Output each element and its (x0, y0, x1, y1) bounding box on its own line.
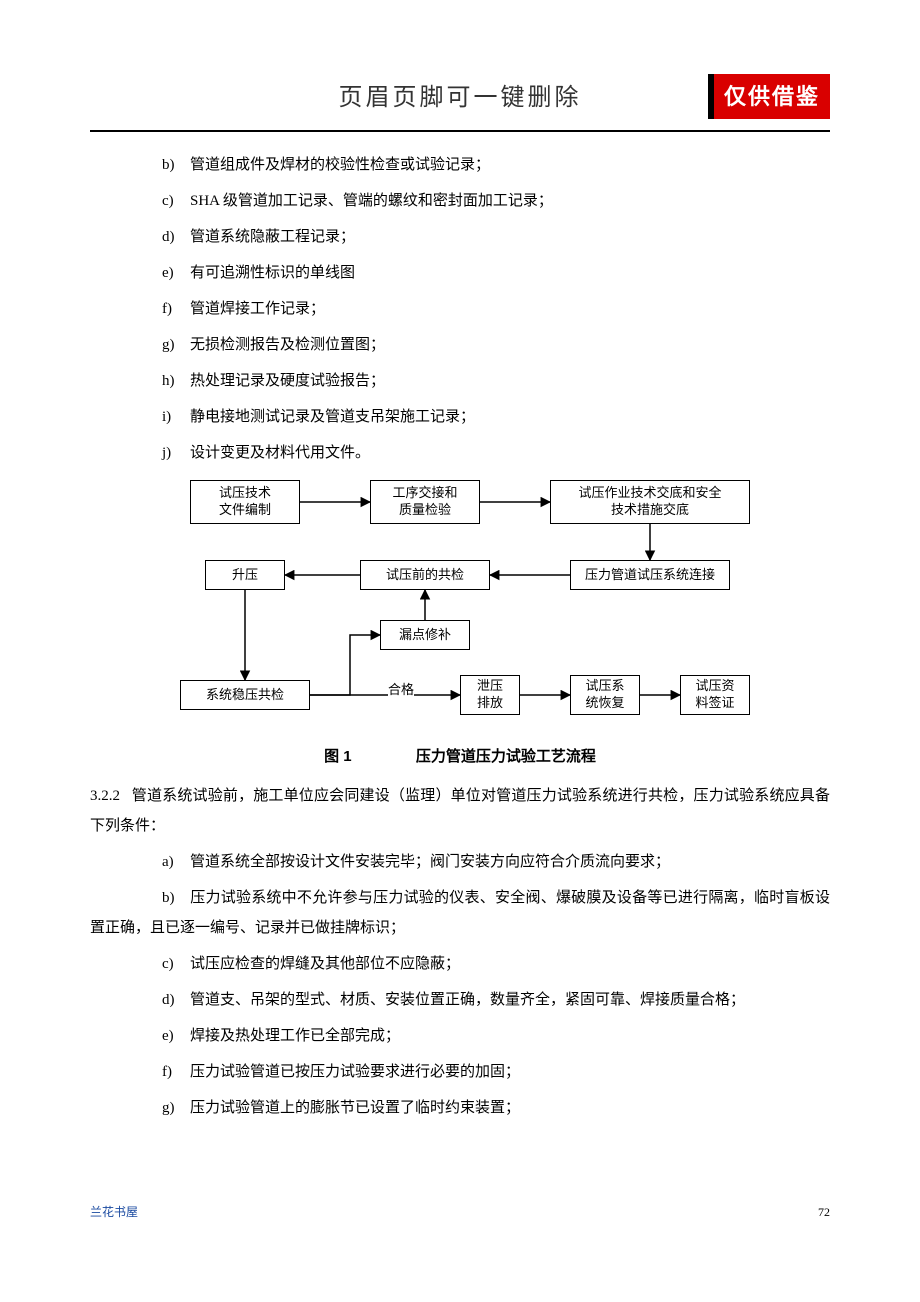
list-item: j)设计变更及材料代用文件。 (162, 438, 830, 468)
flowchart-node: 试压作业技术交底和安全技术措施交底 (550, 480, 750, 524)
list-item: i)静电接地测试记录及管道支吊架施工记录； (162, 402, 830, 432)
list-item: e)焊接及热处理工作已全部完成； (90, 1021, 830, 1051)
list-text: 管道组成件及焊材的校验性检查或试验记录； (190, 157, 490, 173)
list-marker: d) (162, 985, 190, 1015)
list-text: 焊接及热处理工作已全部完成； (190, 1028, 400, 1044)
list-text: 无损检测报告及检测位置图； (190, 337, 385, 353)
list-text: 试压应检查的焊缝及其他部位不应隐蔽； (190, 956, 460, 972)
list-item: f)管道焊接工作记录； (162, 294, 830, 324)
list-marker: b) (162, 150, 190, 180)
list-marker: j) (162, 438, 190, 468)
list-text: 有可追溯性标识的单线图 (190, 265, 355, 281)
footer-left: 兰花书屋 (90, 1203, 138, 1221)
list-item: e)有可追溯性标识的单线图 (162, 258, 830, 288)
list-marker: e) (162, 258, 190, 288)
list-text: 管道系统全部按设计文件安装完毕；阀门安装方向应符合介质流向要求； (190, 854, 670, 870)
list-item: b)管道组成件及焊材的校验性检查或试验记录； (162, 150, 830, 180)
flowchart-node: 试压系统恢复 (570, 675, 640, 715)
flowchart-node: 试压前的共检 (360, 560, 490, 590)
flowchart-node: 泄压排放 (460, 675, 520, 715)
list-item: g)无损检测报告及检测位置图； (162, 330, 830, 360)
list-text: 管道支、吊架的型式、材质、安装位置正确，数量齐全，紧固可靠、焊接质量合格； (190, 992, 745, 1008)
flowchart-edge-label: 合格 (388, 680, 414, 700)
list-text: 压力试验管道上的膨胀节已设置了临时约束装置； (190, 1100, 520, 1116)
flowchart-node: 压力管道试压系统连接 (570, 560, 730, 590)
list-marker: a) (162, 847, 190, 877)
list-item: d)管道系统隐蔽工程记录； (162, 222, 830, 252)
header-badge: 仅供借鉴 (708, 74, 830, 119)
caption-number: 图 1 (324, 746, 352, 769)
header-rule (90, 130, 830, 132)
caption-text: 压力管道压力试验工艺流程 (416, 748, 596, 765)
flowchart-node: 升压 (205, 560, 285, 590)
list-marker: f) (162, 294, 190, 324)
flowchart-node: 系统稳压共检 (180, 680, 310, 710)
list-text: 压力试验系统中不允许参与压力试验的仪表、安全阀、爆破膜及设备等已进行隔离，临时盲… (90, 890, 830, 936)
list-marker: b) (162, 883, 190, 913)
section-number: 3.2.2 (90, 788, 120, 804)
list-item: b)压力试验系统中不允许参与压力试验的仪表、安全阀、爆破膜及设备等已进行隔离，临… (90, 883, 830, 943)
top-list: b)管道组成件及焊材的校验性检查或试验记录；c)SHA 级管道加工记录、管端的螺… (90, 150, 830, 468)
list-marker: c) (162, 186, 190, 216)
section-lead-text: 管道系统试验前，施工单位应会同建设（监理）单位对管道压力试验系统进行共检，压力试… (90, 788, 830, 834)
flowchart: 试压技术文件编制 工序交接和质量检验 试压作业技术交底和安全技术措施交底升压 试压前的… (150, 480, 770, 740)
page-header: 页眉页脚可一键删除 仅供借鉴 (90, 80, 830, 122)
section-lead: 3.2.2 管道系统试验前，施工单位应会同建设（监理）单位对管道压力试验系统进行… (90, 781, 830, 841)
list-marker: f) (162, 1057, 190, 1087)
flowchart-node: 漏点修补 (380, 620, 470, 650)
footer-page-number: 72 (818, 1203, 830, 1221)
list-marker: g) (162, 1093, 190, 1123)
list-item: g)压力试验管道上的膨胀节已设置了临时约束装置； (90, 1093, 830, 1123)
flowchart-edge (310, 635, 380, 695)
list-text: 管道焊接工作记录； (190, 301, 325, 317)
list-item: a)管道系统全部按设计文件安装完毕；阀门安装方向应符合介质流向要求； (90, 847, 830, 877)
list-item: c)试压应检查的焊缝及其他部位不应隐蔽； (90, 949, 830, 979)
list-item: c)SHA 级管道加工记录、管端的螺纹和密封面加工记录； (162, 186, 830, 216)
list-marker: e) (162, 1021, 190, 1051)
figure-caption: 图 1 压力管道压力试验工艺流程 (90, 746, 830, 769)
list-item: f)压力试验管道已按压力试验要求进行必要的加固； (90, 1057, 830, 1087)
list-text: 设计变更及材料代用文件。 (190, 445, 370, 461)
page-footer: 兰花书屋 72 (90, 1203, 830, 1221)
list-item: h)热处理记录及硬度试验报告； (162, 366, 830, 396)
list-text: 热处理记录及硬度试验报告； (190, 373, 385, 389)
section-list: a)管道系统全部按设计文件安装完毕；阀门安装方向应符合介质流向要求；b)压力试验… (90, 847, 830, 1123)
list-marker: d) (162, 222, 190, 252)
list-item: d)管道支、吊架的型式、材质、安装位置正确，数量齐全，紧固可靠、焊接质量合格； (90, 985, 830, 1015)
list-marker: h) (162, 366, 190, 396)
list-marker: i) (162, 402, 190, 432)
flowchart-node: 试压技术文件编制 (190, 480, 300, 524)
list-text: SHA 级管道加工记录、管端的螺纹和密封面加工记录； (190, 193, 553, 209)
list-text: 压力试验管道已按压力试验要求进行必要的加固； (190, 1064, 520, 1080)
flowchart-node: 试压资料签证 (680, 675, 750, 715)
list-marker: g) (162, 330, 190, 360)
flowchart-node: 工序交接和质量检验 (370, 480, 480, 524)
list-text: 静电接地测试记录及管道支吊架施工记录； (190, 409, 475, 425)
list-text: 管道系统隐蔽工程记录； (190, 229, 355, 245)
list-marker: c) (162, 949, 190, 979)
